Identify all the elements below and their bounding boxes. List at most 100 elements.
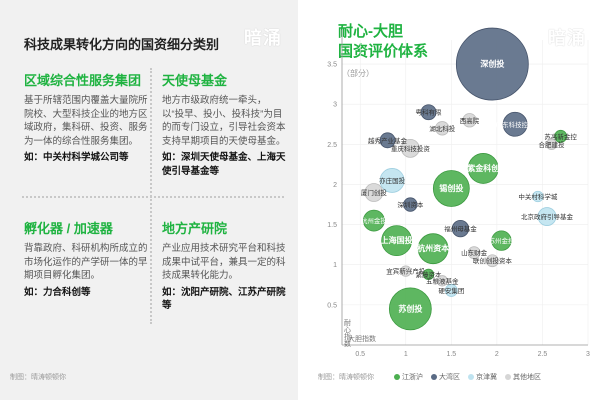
- bubble-circle: [362, 209, 385, 232]
- bubble-circle: [491, 230, 512, 251]
- bubble-circle: [545, 138, 558, 150]
- y-tick-label: 0.5: [327, 302, 337, 309]
- y-tick-label: 1: [333, 262, 337, 269]
- bubble-苏创投: 苏创投: [388, 287, 432, 331]
- bubble-label: 福州母基金: [444, 224, 477, 233]
- x-tick-label: 2.5: [538, 351, 548, 358]
- bubble-label: 杭州金投: [361, 216, 388, 225]
- bubble-山东财金: 山东财金: [461, 246, 488, 260]
- bubble-label: 紫藤资本: [416, 270, 443, 279]
- bubble-circle: [467, 153, 499, 184]
- bubble-label: 广东科技控股: [496, 120, 535, 129]
- bubble-circle: [436, 275, 448, 287]
- bubble-label: 杭州资本: [417, 243, 449, 253]
- bubble-circle: [400, 265, 412, 277]
- bubble-circle: [364, 183, 384, 202]
- bubble-湖北科投: 湖北科投: [429, 121, 456, 136]
- bubble-circle: [451, 219, 470, 238]
- card-title: 区域综合性服务集团: [24, 73, 142, 88]
- chart-title-line1: 耐心-大胆: [338, 23, 403, 40]
- bubble-上海国投: 上海国投: [381, 225, 413, 257]
- bubble-circle: [420, 104, 437, 121]
- card-example: 如：沈阳产研院、江苏产研院等: [162, 286, 286, 312]
- y-tick-label: 2: [333, 182, 337, 189]
- bubble-重庆科技投资: 重庆科技投资: [391, 138, 431, 158]
- bubble-circle: [537, 207, 557, 226]
- bubble-label: 湖北科投: [429, 124, 456, 133]
- bubble-circle: [435, 121, 450, 136]
- legend-label: 江浙沪: [402, 374, 423, 381]
- x-tick-label: 1.5: [446, 351, 456, 358]
- bubble-锡创投: 锡创投: [432, 170, 470, 207]
- right-panel: 耐心-大胆 国资评价体系 （部分） 暗涌 0.5 1 1.5 2 2.5 3 0.5 1 1.5…: [298, 0, 600, 400]
- legend-label: 京津冀: [476, 374, 497, 381]
- card-example: 如：深圳天使母基金、上海天使引导基金等: [162, 152, 286, 177]
- card-regional-service-group: 区域综合性服务集团 基于所辖范围内覆盖大量院所院校、大型科技企业的地方区域政府，…: [24, 70, 150, 165]
- bubble-label: 厦门创投: [361, 188, 388, 197]
- bubble-label: 苏州金控: [488, 236, 515, 245]
- y-tick-label: 2.5: [327, 142, 337, 149]
- legend-item: 江浙沪: [394, 372, 423, 382]
- card-title: 天使母基金: [162, 73, 228, 88]
- bubble-circle: [381, 225, 413, 257]
- x-tick-label: 0.5: [355, 351, 365, 358]
- bubble-label: 越秀产业基金: [368, 136, 408, 145]
- bubble-厦门创投: 厦门创投: [361, 183, 388, 202]
- bubble-label: 西高院: [460, 116, 480, 125]
- bubble-深圳资本: 深圳资本: [397, 197, 424, 212]
- card-desc: 背靠政府、科研机构所成立的市场化运作的产学研一体的早期项目孵化集团。: [24, 243, 148, 281]
- card-example: 如：中关村科学城公司等: [24, 152, 129, 163]
- bubble-广东科技控股: 广东科技控股: [496, 111, 535, 137]
- legend-label: 大湾区: [439, 374, 460, 381]
- bubble-label: 紫金科创: [467, 163, 499, 173]
- bubble-label: 亦庄国投: [379, 176, 406, 185]
- right-watermark: 暗涌: [548, 28, 586, 48]
- legend-item: 其他地区: [505, 372, 541, 382]
- left-panel: 科技成果转化方向的国资细分类别 暗涌 区域综合性服务集团 基于所辖范围内覆盖大量…: [0, 0, 298, 400]
- bubble-福州母基金: 福州母基金: [444, 219, 477, 238]
- bubble-circle: [432, 170, 470, 207]
- bubble-label: 北京政府引导基金: [521, 212, 574, 221]
- x-tick-label: 3: [586, 351, 590, 358]
- x-tick-label: 2: [495, 351, 499, 358]
- bubble-label: 宜宾新兴产投: [386, 267, 426, 276]
- chart-legend: 江浙沪 大湾区 京津冀 其他地区: [394, 372, 541, 382]
- bubble-西高院: 西高院: [460, 113, 480, 128]
- bubble-越秀产业基金: 越秀产业基金: [368, 132, 408, 149]
- bubble-label: 中关村科学城: [518, 192, 558, 201]
- bubble-circle: [554, 129, 568, 143]
- bubble-circle: [400, 138, 420, 158]
- bubble-label: 苏高新金控: [544, 132, 577, 141]
- bubble-联创创投资本: 联创创投资本: [473, 254, 513, 268]
- bubble-circle: [403, 197, 418, 212]
- legend-item: 京津冀: [468, 372, 497, 382]
- left-watermark: 暗涌: [244, 28, 282, 48]
- legend-swatch: [468, 374, 474, 381]
- bubble-label: 深圳资本: [397, 200, 424, 209]
- bubble-label: 苏创投: [398, 303, 422, 313]
- bubble-circle: [379, 168, 405, 193]
- bubble-硬安集团: 硬安集团: [438, 284, 464, 297]
- bubble-五粮液基金: 五粮液基金: [426, 275, 459, 287]
- legend-label: 其他地区: [513, 374, 541, 381]
- bubble-合肥建投: 合肥建投: [539, 138, 565, 150]
- bubble-苏州金控: 苏州金控: [488, 230, 515, 251]
- bubble-label: 山东财金: [461, 248, 488, 257]
- y-axis-label: 耐心指数: [344, 318, 352, 348]
- y-tick-label: 1.5: [327, 222, 337, 229]
- bubble-label: 五粮液基金: [426, 276, 459, 285]
- card-desc: 地方市级政府统一牵头，以“投早、投小、投科技”为目的而专门设立，引导社会资本支持…: [162, 95, 286, 147]
- bubble-circle: [485, 254, 499, 268]
- bubble-circle: [455, 27, 529, 101]
- bubble-亦庄国投: 亦庄国投: [379, 168, 406, 193]
- bubble-label: 重庆科技投资: [391, 144, 431, 153]
- legend-swatch: [505, 374, 511, 381]
- bubble-北京政府引导基金: 北京政府引导基金: [521, 207, 574, 226]
- chart-subtitle: （部分）: [342, 69, 374, 78]
- bubble-宜宾新兴产投: 宜宾新兴产投: [386, 265, 426, 277]
- right-credit: 制图：晴涛顿顿你: [318, 374, 374, 381]
- card-example: 如：力合科创等: [24, 286, 91, 298]
- card-title: 孵化器 / 加速器: [24, 221, 113, 236]
- bubble-label: 联创创投资本: [473, 256, 513, 265]
